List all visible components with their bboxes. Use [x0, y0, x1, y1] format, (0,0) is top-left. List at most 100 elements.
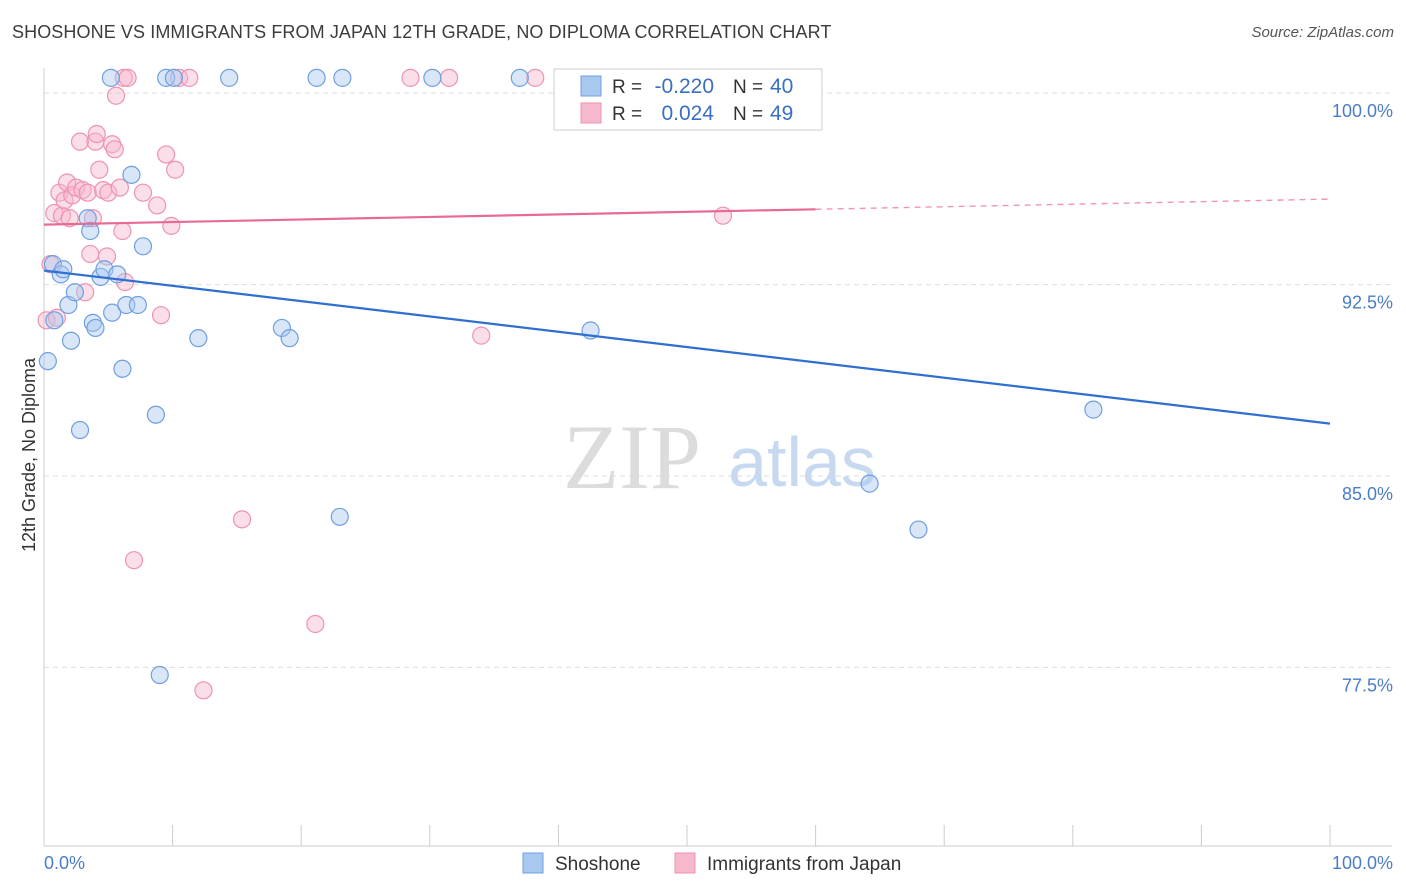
y-tick-label-1: 92.5%	[1342, 293, 1393, 313]
legend-n-label-1: N =	[733, 77, 763, 98]
watermark-atlas: atlas	[728, 423, 876, 501]
japan-point	[401, 68, 420, 87]
japan-point	[87, 124, 106, 144]
y-tick-label-2: 85.0%	[1342, 484, 1393, 504]
shoshone-point	[113, 359, 132, 378]
shoshone-point	[86, 318, 105, 338]
legend-r-label-2: R =	[612, 104, 642, 125]
shoshone-point	[122, 165, 141, 184]
shoshone-point	[38, 352, 57, 371]
shoshone-point	[61, 331, 81, 350]
legend-swatch-shoshone	[580, 75, 602, 97]
shoshone-trend-line	[43, 269, 1331, 425]
legend-item-shoshone-label: Shoshone	[555, 854, 641, 875]
legend-n-value-1: 40	[770, 75, 793, 98]
shoshone-point	[307, 68, 326, 87]
japan-point	[60, 209, 79, 228]
japan-point	[81, 244, 100, 264]
y-tick-labels: 100.0% 92.5% 85.0% 77.5%	[1332, 101, 1393, 695]
shoshone-point	[103, 303, 122, 322]
shoshone-point	[189, 329, 208, 348]
japan-point	[713, 206, 733, 225]
shoshone-point	[45, 311, 64, 330]
shoshone-point	[146, 405, 165, 424]
axes	[43, 68, 1392, 847]
legend-item-shoshone-swatch	[522, 852, 544, 874]
japan-point	[162, 216, 181, 235]
grid-lines	[44, 92, 1392, 668]
correlation-legend: R = -0.220 N = 40 R = 0.024 N = 49	[553, 68, 823, 131]
shoshone-point	[510, 68, 529, 87]
shoshone-point	[65, 283, 84, 302]
y-tick-label-3: 77.5%	[1342, 675, 1393, 695]
y-tick-label-0: 100.0%	[1332, 101, 1393, 121]
japan-point	[106, 86, 126, 105]
legend-r-label-1: R =	[612, 77, 642, 98]
shoshone-point	[157, 68, 176, 87]
japan-point	[151, 306, 171, 325]
japan-point	[113, 221, 132, 241]
shoshone-point	[128, 295, 147, 315]
legend-n-label-2: N =	[733, 104, 763, 125]
japan-point	[105, 140, 124, 159]
x-tick-labels: 0.0% 100.0%	[44, 853, 1393, 873]
shoshone-point	[81, 221, 100, 241]
x-tick-label-1: 100.0%	[1332, 853, 1393, 873]
japan-point	[194, 681, 213, 700]
shoshone-point	[164, 68, 183, 87]
shoshone-point	[150, 665, 169, 685]
shoshone-point	[423, 68, 442, 87]
x-tick-label-0: 0.0%	[44, 853, 85, 873]
shoshone-point	[280, 329, 299, 348]
japan-point	[103, 135, 122, 154]
legend-item-japan-swatch	[674, 852, 696, 874]
shoshone-point	[83, 313, 102, 332]
japan-point	[90, 160, 109, 179]
japan-point	[70, 132, 90, 151]
watermark-zip: ZIP	[563, 406, 701, 508]
japan-point	[124, 551, 144, 570]
japan-trend-line-extension	[815, 198, 1331, 210]
japan-point	[118, 68, 137, 87]
shoshone-point	[54, 260, 73, 279]
shoshone-point	[101, 68, 120, 87]
japan-point	[169, 68, 189, 87]
japan-point	[439, 68, 459, 87]
japan-point	[78, 183, 97, 202]
trend-lines	[43, 198, 1331, 425]
series-japan-points	[37, 68, 733, 700]
shoshone-point	[330, 507, 349, 526]
shoshone-point	[860, 474, 879, 493]
japan-point	[114, 68, 133, 87]
japan-point	[76, 283, 95, 302]
japan-point	[232, 510, 252, 529]
shoshone-point	[70, 420, 90, 440]
legend-n-value-2: 49	[770, 102, 793, 125]
shoshone-point	[333, 68, 352, 87]
japan-point	[306, 614, 325, 634]
source-label: Source: ZipAtlas.com	[1251, 24, 1394, 41]
japan-point	[148, 196, 167, 215]
watermark: ZIP atlas	[563, 406, 876, 508]
japan-point	[472, 326, 491, 345]
shoshone-point	[220, 68, 239, 87]
japan-point	[526, 68, 545, 87]
japan-point	[133, 183, 153, 202]
y-axis-title: 12th Grade, No Diploma	[19, 357, 39, 552]
japan-point	[73, 181, 92, 200]
japan-trend-line	[43, 208, 816, 226]
japan-point	[166, 160, 185, 179]
legend-r-value-1: -0.220	[654, 75, 714, 98]
japan-point	[157, 145, 176, 164]
chart-title: SHOSHONE VS IMMIGRANTS FROM JAPAN 12TH G…	[12, 22, 832, 42]
shoshone-point	[909, 520, 928, 539]
series-legend: Shoshone Immigrants from Japan	[522, 852, 901, 875]
japan-point	[47, 308, 66, 327]
shoshone-point	[133, 237, 153, 256]
japan-point	[180, 68, 199, 87]
legend-swatch-japan	[580, 102, 602, 124]
legend-item-japan-label: Immigrants from Japan	[707, 854, 901, 875]
shoshone-point	[272, 318, 292, 338]
japan-point	[110, 178, 129, 197]
